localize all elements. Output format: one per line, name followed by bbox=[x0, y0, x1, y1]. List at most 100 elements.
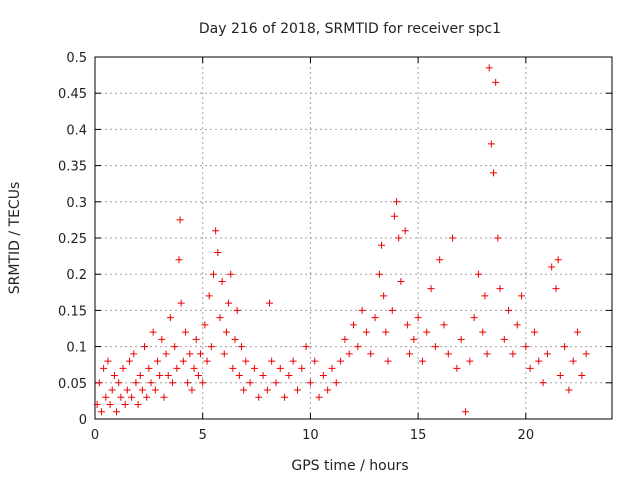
data-point bbox=[197, 350, 205, 358]
data-point bbox=[102, 393, 110, 401]
data-point bbox=[466, 357, 474, 365]
data-point bbox=[298, 364, 306, 372]
data-point bbox=[362, 328, 370, 336]
data-point bbox=[263, 386, 271, 394]
data-point bbox=[95, 379, 103, 387]
data-point bbox=[181, 328, 189, 336]
data-point bbox=[539, 379, 547, 387]
data-point bbox=[543, 350, 551, 358]
data-point bbox=[457, 335, 465, 343]
data-point bbox=[384, 357, 392, 365]
data-point bbox=[190, 364, 198, 372]
chart-title: Day 216 of 2018, SRMTID for receiver spc… bbox=[199, 21, 501, 37]
data-point bbox=[110, 372, 118, 380]
data-point bbox=[535, 357, 543, 365]
data-point bbox=[227, 270, 235, 278]
y-tick-label: 0.35 bbox=[58, 160, 87, 175]
data-point bbox=[382, 328, 390, 336]
data-point bbox=[117, 393, 125, 401]
data-point bbox=[302, 343, 310, 351]
data-point bbox=[393, 198, 401, 206]
data-point bbox=[378, 241, 386, 249]
data-point bbox=[337, 357, 345, 365]
data-point bbox=[390, 212, 398, 220]
data-point bbox=[115, 379, 123, 387]
data-point bbox=[162, 350, 170, 358]
data-point bbox=[235, 372, 243, 380]
data-point bbox=[281, 393, 289, 401]
data-point bbox=[138, 386, 146, 394]
data-point bbox=[151, 386, 159, 394]
data-point bbox=[173, 364, 181, 372]
data-point bbox=[184, 379, 192, 387]
data-point bbox=[548, 263, 556, 271]
data-point bbox=[481, 292, 489, 300]
data-point bbox=[494, 234, 502, 242]
data-point bbox=[212, 227, 220, 235]
data-point bbox=[130, 350, 138, 358]
grid-lines bbox=[95, 57, 612, 419]
data-point bbox=[205, 292, 213, 300]
y-tick-label: 0.45 bbox=[58, 87, 87, 102]
data-point bbox=[554, 256, 562, 264]
data-point bbox=[328, 364, 336, 372]
data-point bbox=[188, 386, 196, 394]
data-point bbox=[319, 372, 327, 380]
data-point bbox=[401, 227, 409, 235]
data-point bbox=[358, 306, 366, 314]
data-point bbox=[474, 270, 482, 278]
data-point bbox=[119, 364, 127, 372]
data-point bbox=[153, 357, 161, 365]
data-point bbox=[485, 64, 493, 72]
data-points bbox=[93, 64, 590, 416]
data-point bbox=[132, 379, 140, 387]
data-point bbox=[229, 364, 237, 372]
data-point bbox=[169, 379, 177, 387]
data-point bbox=[306, 379, 314, 387]
data-point bbox=[367, 350, 375, 358]
data-point bbox=[149, 328, 157, 336]
data-point bbox=[289, 357, 297, 365]
data-point bbox=[397, 277, 405, 285]
y-tick-label: 0.1 bbox=[66, 341, 87, 356]
y-axis-label: SRMTID / TECUs bbox=[7, 182, 23, 295]
data-point bbox=[220, 350, 228, 358]
x-tick-label: 5 bbox=[199, 428, 207, 443]
data-point bbox=[462, 408, 470, 416]
data-point bbox=[505, 306, 513, 314]
data-point bbox=[509, 350, 517, 358]
data-point bbox=[276, 364, 284, 372]
data-point bbox=[201, 321, 209, 329]
y-tick-label: 0.05 bbox=[58, 377, 87, 392]
data-point bbox=[268, 357, 276, 365]
data-point bbox=[233, 306, 241, 314]
x-tick-label: 0 bbox=[91, 428, 99, 443]
data-point bbox=[97, 408, 105, 416]
y-tick-label: 0.5 bbox=[66, 51, 87, 66]
data-point bbox=[104, 357, 112, 365]
data-point bbox=[375, 270, 383, 278]
y-tick-label: 0.4 bbox=[66, 123, 87, 138]
data-point bbox=[324, 386, 332, 394]
data-point bbox=[552, 285, 560, 293]
data-point bbox=[143, 393, 151, 401]
data-point bbox=[561, 343, 569, 351]
data-point bbox=[518, 292, 526, 300]
data-point bbox=[166, 314, 174, 322]
tick-labels: 0 5 10 15 20 0 0.05 0.1 0.15 0.2 0.25 0.3 0.35 0.4 0.4… bbox=[58, 51, 534, 443]
data-point bbox=[492, 78, 500, 86]
data-point bbox=[216, 314, 224, 322]
data-point bbox=[123, 386, 131, 394]
data-point bbox=[164, 372, 172, 380]
data-point bbox=[440, 321, 448, 329]
data-point bbox=[237, 343, 245, 351]
x-axis-label: GPS time / hours bbox=[291, 458, 408, 474]
data-point bbox=[199, 379, 207, 387]
data-point bbox=[578, 372, 586, 380]
x-tick-label: 15 bbox=[410, 428, 427, 443]
data-point bbox=[134, 401, 142, 409]
data-point bbox=[380, 292, 388, 300]
data-point bbox=[453, 364, 461, 372]
data-point bbox=[436, 256, 444, 264]
